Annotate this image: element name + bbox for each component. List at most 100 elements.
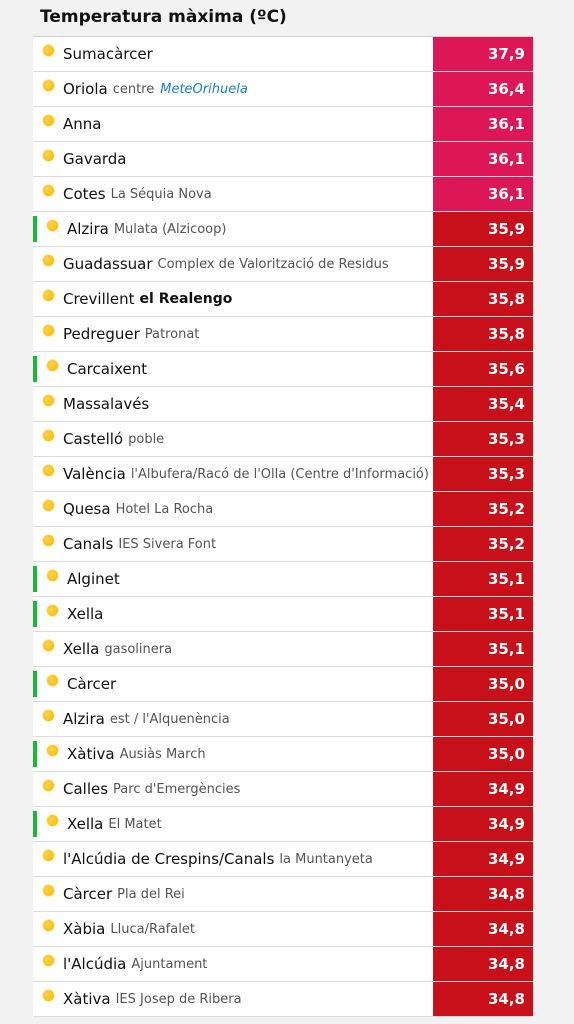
temperature-value: 34,8 xyxy=(433,877,533,911)
temperature-value: 35,9 xyxy=(433,247,533,281)
temperature-value: 35,0 xyxy=(433,702,533,736)
station-location: IES Josep de Ribera xyxy=(115,991,242,1007)
table-row: Alginet 35,1 xyxy=(33,562,533,597)
table-row: Castelló poble 35,3 xyxy=(33,422,533,457)
temperature-value: 34,8 xyxy=(433,912,533,946)
temperature-value: 37,9 xyxy=(433,37,533,71)
station-location: Lluca/Rafalet xyxy=(110,921,195,937)
station-location: Parc d'Emergències xyxy=(113,781,241,797)
station-cell: Alzira Mulata (Alzicoop) xyxy=(33,212,433,246)
sun-icon xyxy=(47,570,58,581)
temperature-value: 36,1 xyxy=(433,107,533,141)
temperature-value: 34,8 xyxy=(433,982,533,1016)
station-location: centre xyxy=(112,81,155,97)
sun-icon xyxy=(47,360,58,371)
sun-icon xyxy=(47,675,58,686)
table-row: l'Alcúdia Ajuntament 34,8 xyxy=(33,947,533,982)
station-location: Pla del Rei xyxy=(117,886,185,902)
table-row: Alzira est / l'Alquenència 35,0 xyxy=(33,702,533,737)
sun-icon xyxy=(43,80,54,91)
table-row: Massalavés 35,4 xyxy=(33,387,533,422)
station-cell: l'Alcúdia Ajuntament xyxy=(33,947,433,981)
table-row: Oriola centre MeteOrihuela 36,4 xyxy=(33,72,533,107)
station-name: Càrcer xyxy=(67,675,117,693)
station-name: Xàtiva xyxy=(67,745,115,763)
table-row: Xella gasolinera 35,1 xyxy=(33,632,533,667)
station-location: Complex de Valorització de Residus xyxy=(157,256,389,272)
station-name: Canals xyxy=(63,535,114,553)
table-row: València l'Albufera/Racó de l'Olla (Centr… xyxy=(33,457,533,492)
temperature-value: 35,1 xyxy=(433,632,533,666)
table-row: Carcaixent 35,6 xyxy=(33,352,533,387)
temperature-value: 35,6 xyxy=(433,352,533,386)
station-name: Sumacàrcer xyxy=(63,45,153,63)
station-name: Cotes xyxy=(63,185,106,203)
table-row: l'Alcúdia de Crespins/Canals la Muntanyet… xyxy=(33,842,533,877)
table-row: Gavarda 36,1 xyxy=(33,142,533,177)
station-name: l'Alcúdia xyxy=(63,955,127,973)
green-marker-icon xyxy=(33,741,37,767)
station-cell: Xàtiva Ausiàs March xyxy=(33,737,433,771)
station-location: el Realengo xyxy=(139,291,233,307)
station-location: Hotel La Rocha xyxy=(115,501,214,517)
table-row: Sumacàrcer 37,9 xyxy=(33,37,533,72)
temperature-value: 35,9 xyxy=(433,212,533,246)
station-location: El Matet xyxy=(108,816,162,832)
station-cell: Carcaixent xyxy=(33,352,433,386)
station-name: Carcaixent xyxy=(67,360,148,378)
sun-icon xyxy=(43,290,54,301)
temperature-value: 36,1 xyxy=(433,142,533,176)
station-location: gasolinera xyxy=(104,641,173,657)
station-name: Calles xyxy=(63,780,109,798)
station-cell: Canals IES Sivera Font xyxy=(33,527,433,561)
sun-icon xyxy=(47,745,58,756)
temperature-value: 36,4 xyxy=(433,72,533,106)
sun-icon xyxy=(43,850,54,861)
station-name: Xella xyxy=(63,640,100,658)
temperature-value: 34,9 xyxy=(433,807,533,841)
temperature-value: 35,4 xyxy=(433,387,533,421)
sun-icon xyxy=(43,115,54,126)
station-cell: Pedreguer Patronat xyxy=(33,317,433,351)
sun-icon xyxy=(43,150,54,161)
table-row: Pedreguer Patronat 35,8 xyxy=(33,317,533,352)
table-row: Xàtiva IES Josep de Ribera 34,8 xyxy=(33,982,533,1017)
sun-icon xyxy=(47,605,58,616)
temperature-value: 35,3 xyxy=(433,457,533,491)
green-marker-icon xyxy=(33,671,37,697)
station-name: Guadassuar xyxy=(63,255,153,273)
station-location: Ausiàs March xyxy=(119,746,206,762)
temperature-value: 34,9 xyxy=(433,772,533,806)
table-row: Xàtiva Ausiàs March 35,0 xyxy=(33,737,533,772)
station-cell: Xàtiva IES Josep de Ribera xyxy=(33,982,433,1016)
sun-icon xyxy=(43,640,54,651)
green-marker-icon xyxy=(33,216,37,242)
station-location: Mulata (Alzicoop) xyxy=(113,221,227,237)
table-row: Guadassuar Complex de Valorització de Res… xyxy=(33,247,533,282)
sun-icon xyxy=(43,535,54,546)
sun-icon xyxy=(43,780,54,791)
station-name: Xàbia xyxy=(63,920,106,938)
sun-icon xyxy=(43,255,54,266)
station-location: IES Sivera Font xyxy=(118,536,217,552)
station-name: Crevillent xyxy=(63,290,135,308)
table-row: Cotes La Séquia Nova 36,1 xyxy=(33,177,533,212)
station-name: Alginet xyxy=(67,570,120,588)
station-name: Quesa xyxy=(63,500,111,518)
temperature-value: 35,8 xyxy=(433,282,533,316)
sun-icon xyxy=(43,430,54,441)
station-name: Alzira xyxy=(63,710,105,728)
station-cell: Cotes La Séquia Nova xyxy=(33,177,433,211)
station-name: Castelló xyxy=(63,430,124,448)
station-name: Pedreguer xyxy=(63,325,140,343)
station-cell: Oriola centre MeteOrihuela xyxy=(33,72,433,106)
station-location: l'Albufera/Racó de l'Olla (Centre d'Info… xyxy=(130,466,429,482)
sun-icon xyxy=(43,920,54,931)
station-cell: Gavarda xyxy=(33,142,433,176)
station-name: Xella xyxy=(67,815,104,833)
temperature-value: 36,1 xyxy=(433,177,533,211)
temperature-value: 34,8 xyxy=(433,947,533,981)
station-cell: Càrcer Pla del Rei xyxy=(33,877,433,911)
sun-icon xyxy=(43,45,54,56)
table-row: Xàbia Lluca/Rafalet 34,8 xyxy=(33,912,533,947)
